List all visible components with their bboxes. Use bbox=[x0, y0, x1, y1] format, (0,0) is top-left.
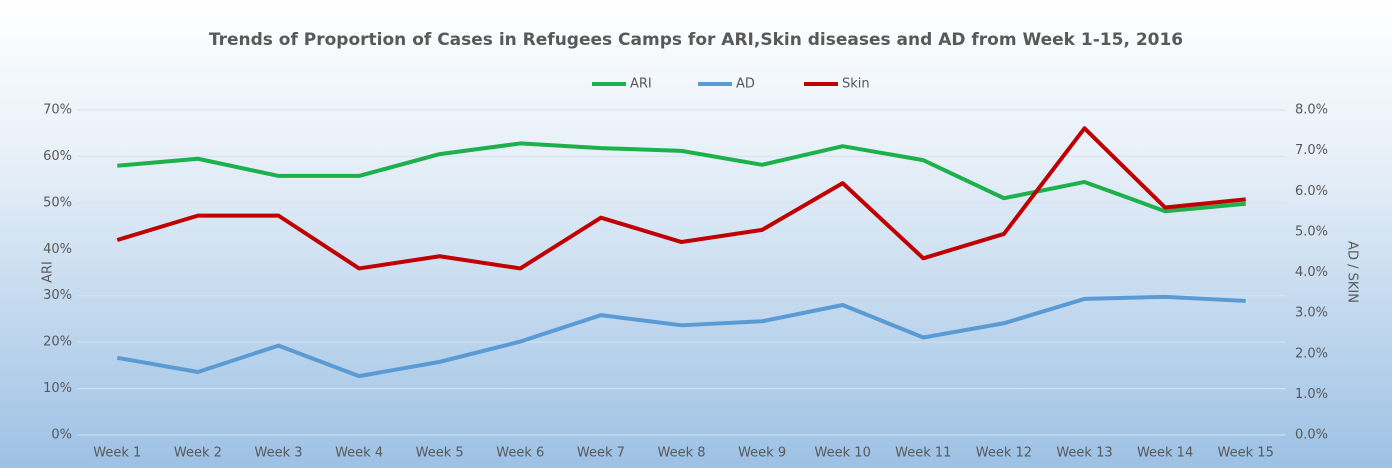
y-tick-label: 30% bbox=[43, 288, 72, 303]
x-tick-label: Week 4 bbox=[335, 446, 383, 461]
y2-tick-label: 5.0% bbox=[1295, 224, 1328, 239]
x-tick-label: Week 10 bbox=[815, 446, 871, 461]
y2-tick-label: 8.0% bbox=[1295, 103, 1328, 118]
x-tick-label: Week 15 bbox=[1218, 446, 1274, 461]
x-tick-label: Week 2 bbox=[174, 446, 222, 461]
x-tick-label: Week 3 bbox=[254, 446, 302, 461]
y2-tick-label: 7.0% bbox=[1295, 143, 1328, 158]
x-tick-label: Week 5 bbox=[416, 446, 464, 461]
x-tick-label: Week 7 bbox=[577, 446, 625, 461]
y-axis-label: ARI bbox=[41, 261, 56, 283]
y-tick-label: 10% bbox=[43, 381, 72, 396]
x-tick-label: Week 12 bbox=[976, 446, 1032, 461]
legend-label: ARI bbox=[630, 77, 652, 92]
series-line bbox=[116, 126, 1246, 271]
x-tick-label: Week 9 bbox=[738, 446, 786, 461]
y-tick-label: 40% bbox=[43, 242, 72, 257]
y2-tick-label: 0.0% bbox=[1295, 428, 1328, 443]
y2-axis-label: AD / SKIN bbox=[1345, 241, 1360, 303]
x-tick-label: Week 1 bbox=[93, 446, 141, 461]
y2-tick-label: 3.0% bbox=[1295, 306, 1328, 321]
chart-title: Trends of Proportion of Cases in Refugee… bbox=[209, 30, 1183, 50]
y2-tick-label: 6.0% bbox=[1295, 184, 1328, 199]
y2-tick-label: 1.0% bbox=[1295, 387, 1328, 402]
y2-tick-label: 2.0% bbox=[1295, 346, 1328, 361]
y-tick-label: 70% bbox=[43, 103, 72, 118]
legend-label: AD bbox=[736, 77, 755, 92]
series-line bbox=[117, 141, 1246, 214]
y-tick-label: 20% bbox=[43, 335, 72, 350]
legend-label: Skin bbox=[842, 77, 870, 92]
y-tick-label: 50% bbox=[43, 195, 72, 210]
x-tick-label: Week 6 bbox=[496, 446, 544, 461]
y2-tick-label: 4.0% bbox=[1295, 265, 1328, 280]
y-tick-label: 60% bbox=[43, 149, 72, 164]
x-tick-label: Week 8 bbox=[657, 446, 705, 461]
x-tick-label: Week 14 bbox=[1137, 446, 1193, 461]
y-tick-label: 0% bbox=[51, 428, 72, 443]
x-tick-label: Week 13 bbox=[1056, 446, 1112, 461]
series-line bbox=[116, 294, 1246, 379]
x-tick-label: Week 11 bbox=[895, 446, 951, 461]
